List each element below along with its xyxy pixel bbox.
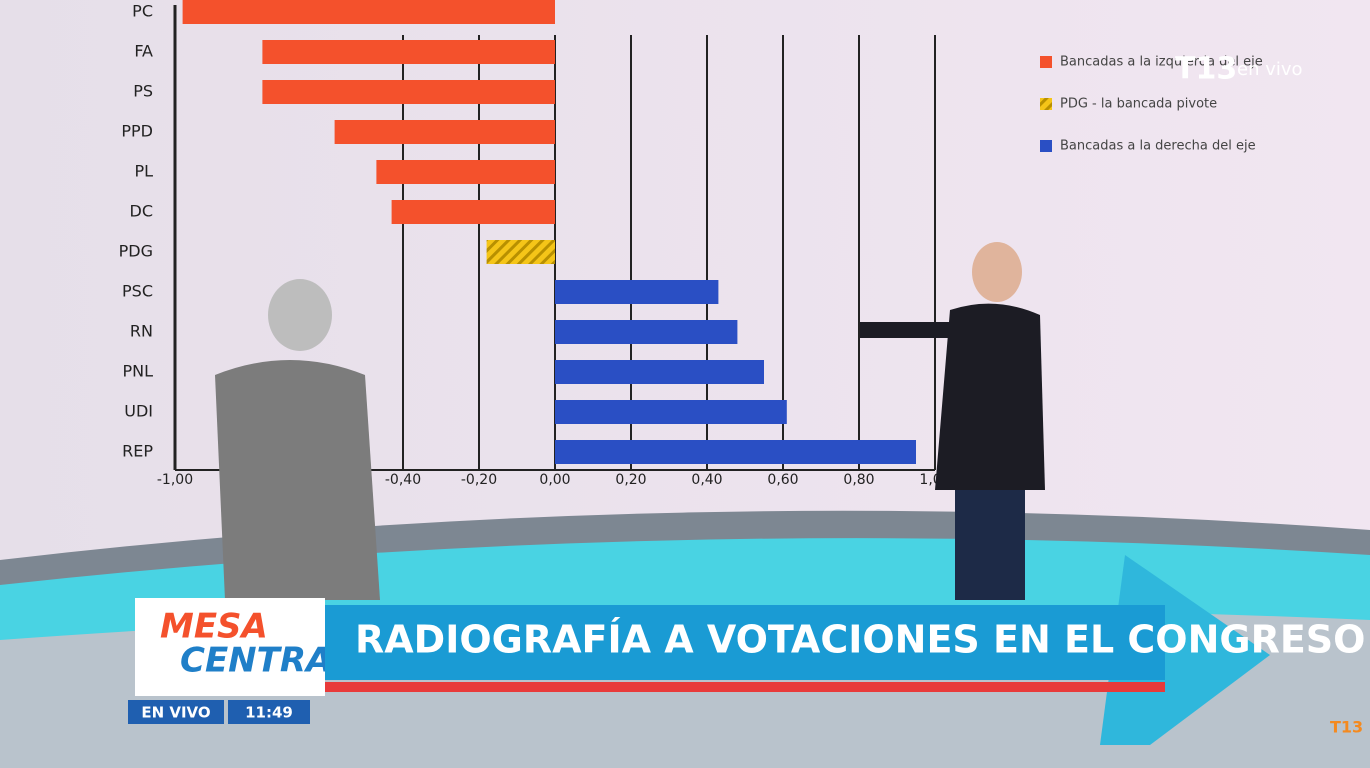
arrow-shape bbox=[1100, 555, 1270, 745]
x-tick-label: -1,00 bbox=[157, 472, 193, 488]
bar bbox=[262, 40, 555, 64]
x-tick-label: 0,20 bbox=[615, 472, 646, 488]
chart: -1,00 -0,40 -0,20 0,00 0,20 0,40 0,60 0,80 1,00P… bbox=[119, 0, 1263, 488]
headline-bar bbox=[325, 605, 1165, 680]
bar bbox=[334, 120, 555, 144]
x-tick-label: 0,40 bbox=[691, 472, 722, 488]
bar bbox=[262, 80, 555, 104]
y-tick-label: PC bbox=[132, 2, 153, 21]
headline: RADIOGRAFÍA A VOTACIONES EN EL CONGRESO bbox=[355, 618, 1365, 662]
y-tick-label: PNL bbox=[122, 362, 153, 381]
x-tick-label: 0,00 bbox=[539, 472, 570, 488]
bar bbox=[555, 320, 738, 344]
bar bbox=[376, 160, 555, 184]
bar bbox=[555, 440, 916, 464]
logo-box bbox=[135, 598, 325, 696]
time: 11:49 bbox=[245, 704, 293, 722]
x-tick-label: -0,20 bbox=[461, 472, 497, 488]
bar bbox=[391, 200, 555, 224]
legend-swatch bbox=[1040, 98, 1052, 110]
bar bbox=[555, 360, 764, 384]
legend-swatch bbox=[1040, 56, 1052, 68]
x-tick-label: 0,80 bbox=[843, 472, 874, 488]
corner-logo: T13 bbox=[1330, 718, 1363, 737]
live-label: EN VIVO bbox=[141, 704, 210, 722]
bar bbox=[555, 280, 719, 304]
y-tick-label: UDI bbox=[124, 402, 153, 421]
show-bottom: CENTRAL bbox=[180, 641, 354, 681]
x-tick-label: -0,40 bbox=[385, 472, 421, 488]
presenter-left bbox=[215, 279, 380, 600]
y-tick-label: PL bbox=[134, 162, 153, 181]
y-tick-label: REP bbox=[122, 442, 153, 461]
y-tick-label: PPD bbox=[121, 122, 153, 141]
channel-live: en vivo bbox=[1237, 59, 1303, 80]
x-tick-label: 0,60 bbox=[767, 472, 798, 488]
legend-swatch bbox=[1040, 140, 1052, 152]
y-tick-label: PSC bbox=[122, 282, 153, 301]
y-tick-label: FA bbox=[134, 42, 153, 61]
bar bbox=[486, 240, 555, 264]
presenter-right bbox=[860, 242, 1045, 600]
live-box bbox=[128, 700, 224, 724]
channel-logo: T13 bbox=[1175, 52, 1237, 87]
legend-label: PDG - la bancada pivote bbox=[1060, 97, 1217, 112]
lower-third: MESA CENTRAL RADIOGRAFÍA A VOTACIONES EN… bbox=[128, 555, 1365, 745]
bar bbox=[182, 0, 555, 24]
bar bbox=[555, 400, 787, 424]
time-box bbox=[228, 700, 310, 724]
y-tick-label: DC bbox=[130, 202, 154, 221]
accent-bar bbox=[325, 682, 1165, 692]
legend-label: Bancadas a la izquierda del eje bbox=[1060, 55, 1263, 70]
y-tick-label: PDG bbox=[119, 242, 153, 261]
y-tick-label: RN bbox=[130, 322, 153, 341]
show-top: MESA bbox=[160, 607, 268, 647]
legend-label: Bancadas a la derecha del eje bbox=[1060, 139, 1256, 154]
y-tick-label: PS bbox=[133, 82, 153, 101]
